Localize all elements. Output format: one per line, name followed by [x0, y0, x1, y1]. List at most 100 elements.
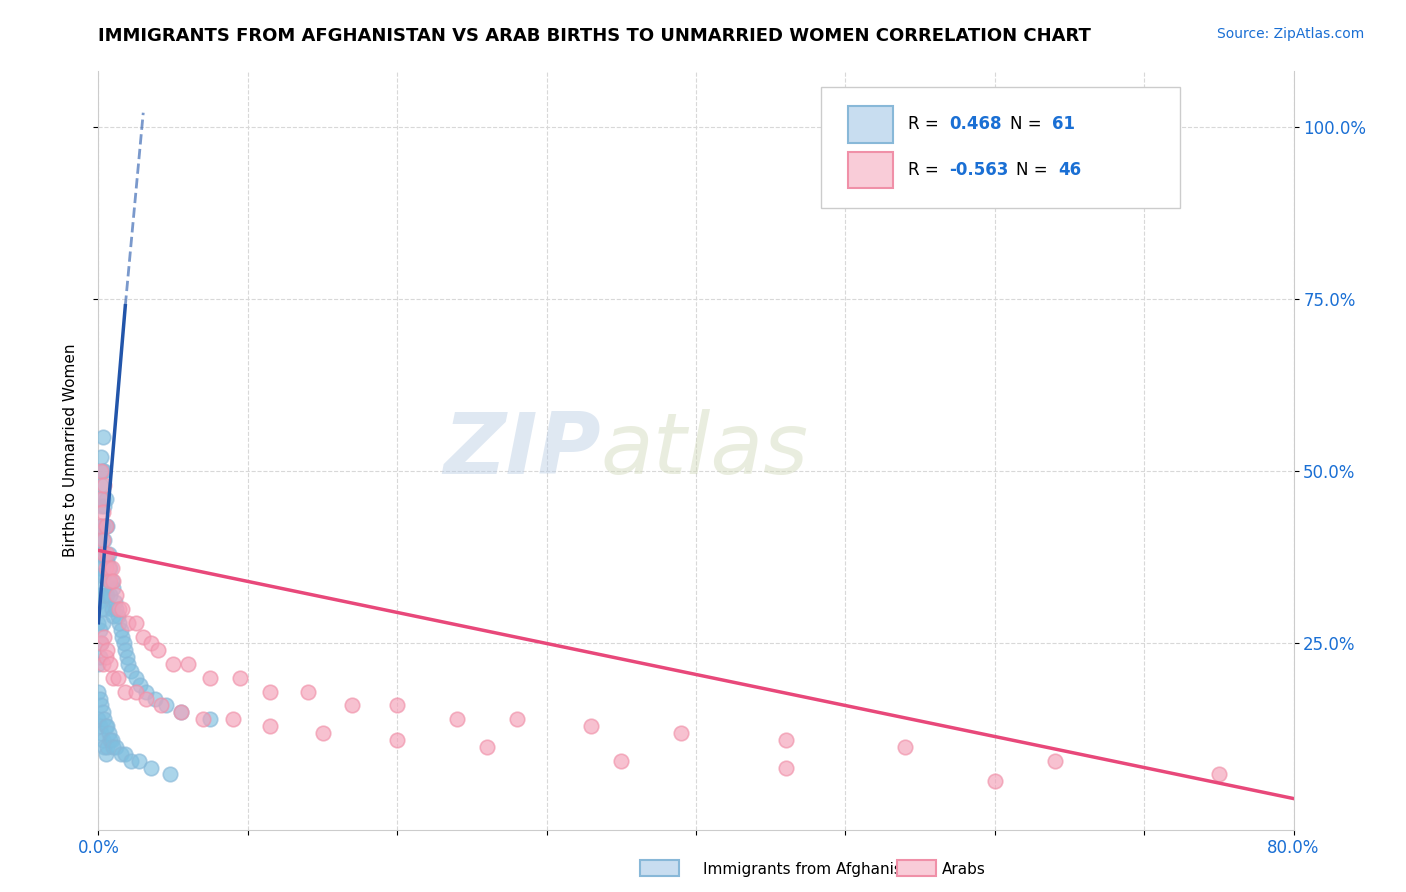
- Y-axis label: Births to Unmarried Women: Births to Unmarried Women: [63, 343, 77, 558]
- Point: [94, 491, 117, 506]
- Point: [169, 706, 191, 720]
- Point: [669, 726, 692, 740]
- Point: [98, 574, 122, 589]
- Point: [93, 712, 115, 726]
- Point: [94, 519, 117, 533]
- Point: [94, 554, 117, 568]
- Point: [107, 671, 129, 685]
- Point: [120, 754, 142, 768]
- Point: [342, 698, 364, 713]
- Point: [90, 636, 112, 650]
- Point: [506, 712, 529, 726]
- Point: [94, 650, 117, 665]
- Text: N =: N =: [1011, 115, 1047, 134]
- Point: [91, 706, 114, 720]
- FancyBboxPatch shape: [897, 860, 936, 876]
- Point: [114, 747, 136, 761]
- Text: Arabs: Arabs: [942, 863, 986, 877]
- Point: [90, 726, 112, 740]
- Point: [89, 623, 111, 637]
- Point: [87, 615, 110, 630]
- Point: [93, 739, 115, 754]
- Point: [93, 602, 115, 616]
- Point: [103, 582, 125, 596]
- Point: [259, 719, 281, 733]
- Text: N =: N =: [1017, 161, 1053, 179]
- Text: 0.468: 0.468: [949, 115, 1002, 134]
- Point: [222, 712, 245, 726]
- Point: [162, 657, 184, 672]
- Point: [894, 739, 917, 754]
- Point: [97, 574, 120, 589]
- Point: [90, 491, 112, 506]
- Point: [111, 630, 134, 644]
- Point: [111, 602, 134, 616]
- Point: [87, 684, 110, 698]
- Point: [90, 547, 112, 561]
- Point: [93, 547, 115, 561]
- Point: [775, 733, 797, 747]
- FancyBboxPatch shape: [821, 87, 1180, 208]
- Point: [94, 588, 117, 602]
- Point: [191, 712, 214, 726]
- Point: [97, 560, 120, 574]
- Text: Source: ZipAtlas.com: Source: ZipAtlas.com: [1216, 27, 1364, 41]
- Point: [125, 615, 148, 630]
- Point: [94, 519, 117, 533]
- Point: [105, 588, 128, 602]
- Point: [446, 712, 468, 726]
- Point: [101, 574, 124, 589]
- Point: [93, 567, 115, 582]
- Point: [89, 691, 111, 706]
- Point: [108, 615, 131, 630]
- FancyBboxPatch shape: [848, 106, 893, 143]
- Point: [91, 657, 114, 672]
- Point: [93, 533, 115, 547]
- Point: [93, 478, 115, 492]
- Point: [89, 533, 111, 547]
- Point: [91, 582, 114, 596]
- Point: [775, 760, 797, 774]
- Point: [110, 623, 132, 637]
- Point: [94, 560, 117, 574]
- Point: [984, 774, 1007, 789]
- Point: [112, 636, 135, 650]
- Point: [94, 719, 117, 733]
- Point: [91, 506, 114, 520]
- Point: [385, 733, 409, 747]
- Text: Immigrants from Afghanistan: Immigrants from Afghanistan: [703, 863, 927, 877]
- Point: [229, 671, 252, 685]
- Point: [87, 595, 110, 609]
- Point: [93, 464, 115, 478]
- Point: [89, 560, 111, 574]
- Point: [96, 554, 118, 568]
- Point: [91, 491, 114, 506]
- Point: [129, 678, 152, 692]
- FancyBboxPatch shape: [848, 152, 893, 188]
- Point: [91, 533, 114, 547]
- Point: [155, 698, 177, 713]
- Text: R =: R =: [907, 115, 943, 134]
- Point: [107, 608, 129, 623]
- Point: [91, 615, 114, 630]
- Point: [200, 671, 222, 685]
- Point: [115, 650, 138, 665]
- Point: [117, 657, 139, 672]
- Point: [105, 602, 128, 616]
- Point: [90, 602, 112, 616]
- Point: [125, 684, 148, 698]
- Point: [98, 560, 122, 574]
- Point: [159, 767, 181, 781]
- Point: [103, 608, 125, 623]
- Point: [139, 636, 162, 650]
- Point: [90, 478, 112, 492]
- Point: [93, 499, 115, 513]
- Point: [475, 739, 498, 754]
- Point: [103, 671, 125, 685]
- Point: [148, 643, 170, 657]
- Point: [89, 519, 111, 533]
- Point: [150, 698, 173, 713]
- Point: [143, 691, 166, 706]
- Point: [91, 547, 114, 561]
- Point: [1043, 754, 1066, 768]
